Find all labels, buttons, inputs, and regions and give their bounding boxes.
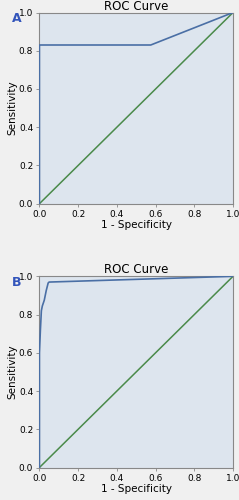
Y-axis label: Sensitivity: Sensitivity <box>7 81 17 136</box>
X-axis label: 1 - Specificity: 1 - Specificity <box>101 220 172 230</box>
Title: ROC Curve: ROC Curve <box>104 264 168 276</box>
Title: ROC Curve: ROC Curve <box>104 0 168 12</box>
Text: A: A <box>12 12 22 26</box>
Y-axis label: Sensitivity: Sensitivity <box>7 344 17 399</box>
Text: B: B <box>12 276 22 289</box>
X-axis label: 1 - Specificity: 1 - Specificity <box>101 484 172 494</box>
